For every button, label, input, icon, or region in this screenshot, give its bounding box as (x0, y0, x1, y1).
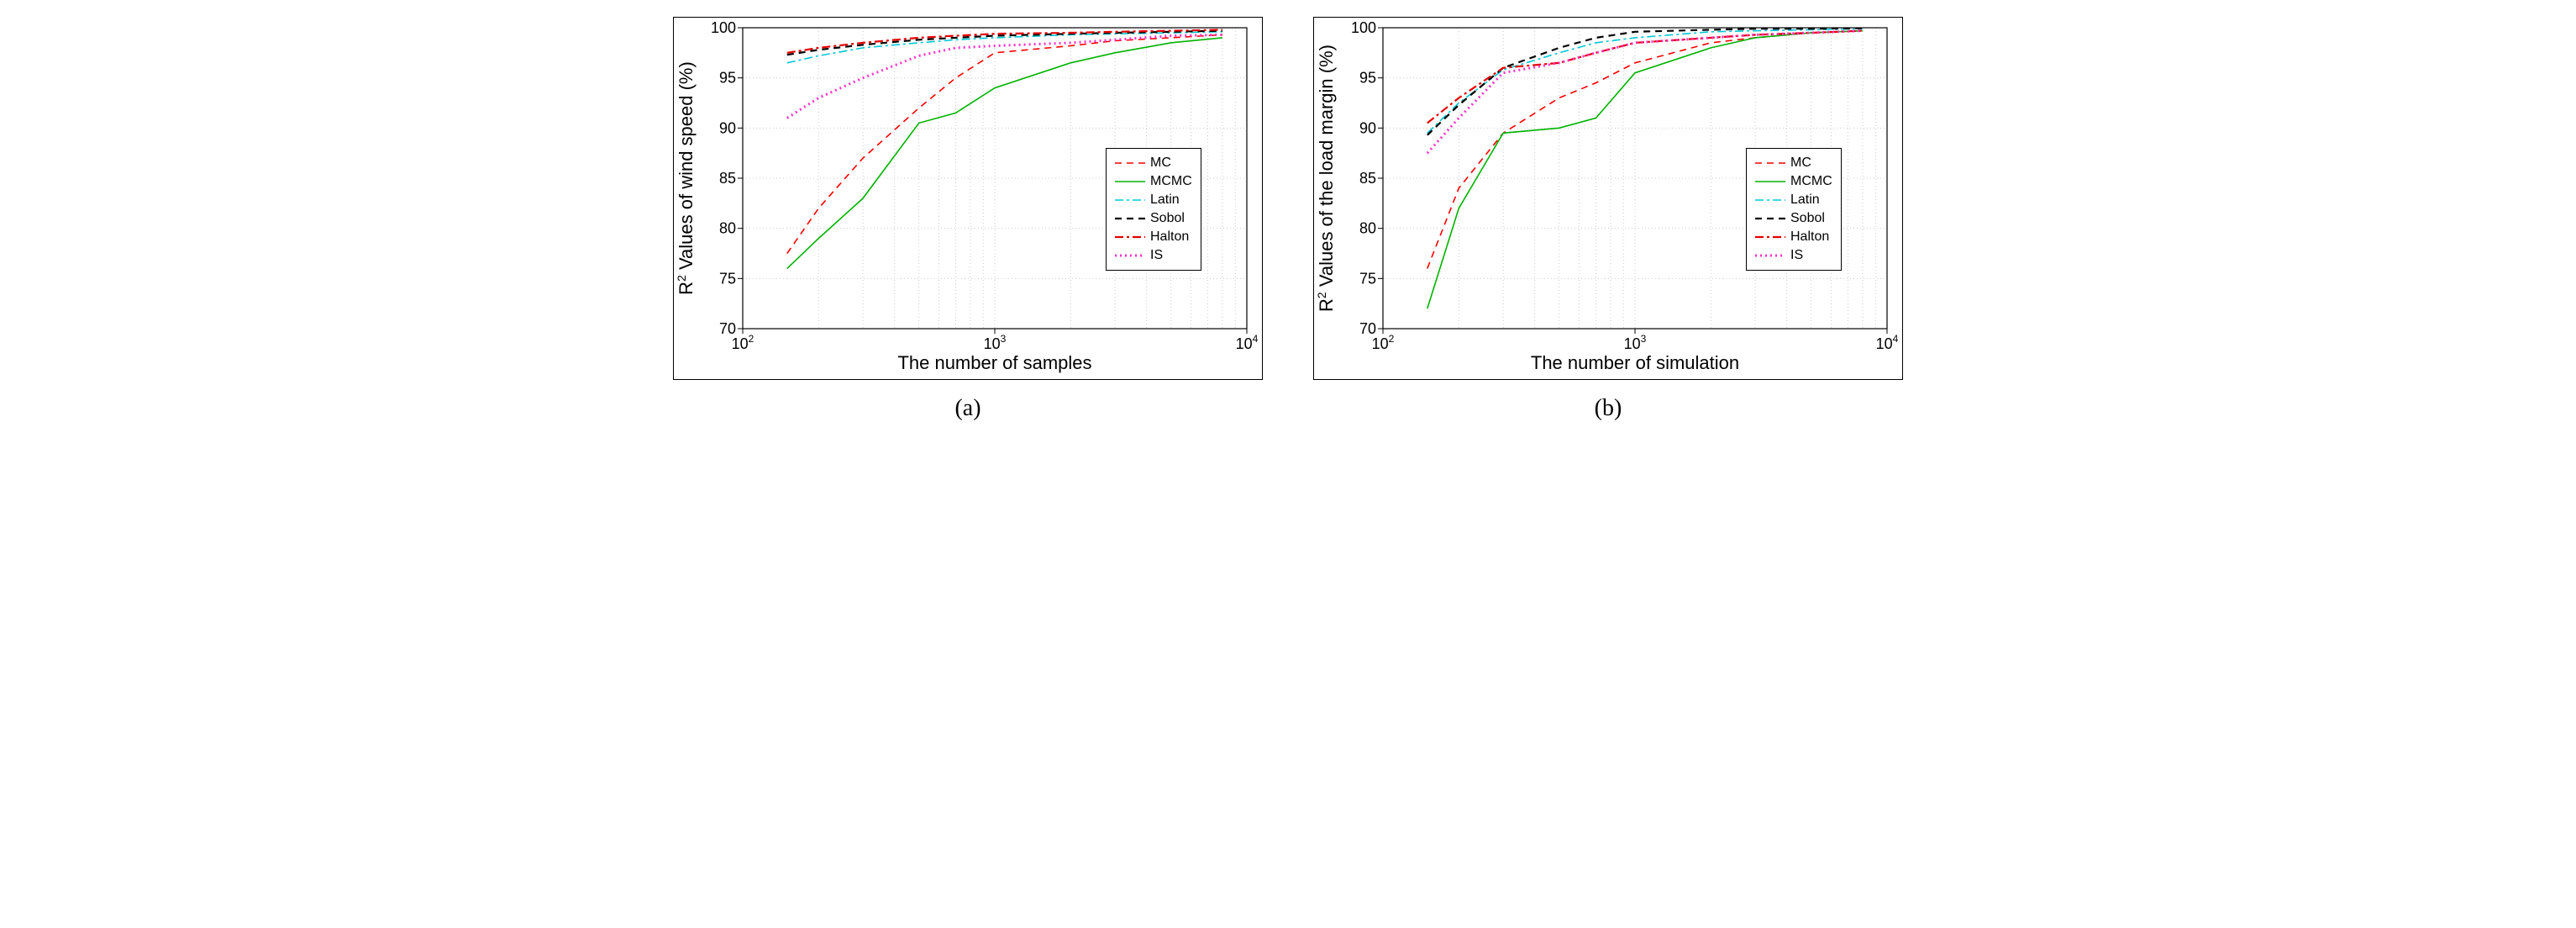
ytick-label: 75 (1359, 270, 1376, 287)
legend-label: Sobol (1150, 211, 1185, 226)
xtick-label: 102 (732, 333, 754, 352)
ytick-label: 80 (719, 220, 736, 237)
legend-item-is: IS (1755, 246, 1832, 265)
legend-item-sobol: Sobol (1115, 209, 1192, 228)
legend-item-halton: Halton (1755, 228, 1832, 246)
legend-item-latin: Latin (1115, 191, 1192, 209)
legend-item-halton: Halton (1115, 228, 1192, 246)
ytick-label: 90 (1359, 119, 1376, 136)
legend-label: Sobol (1790, 211, 1825, 226)
legend-label: Latin (1150, 192, 1180, 208)
panel-b: 70 75 80 85 90 95 100 102 103 104 The number of si… (1313, 17, 1903, 422)
xtick-label: 104 (1876, 333, 1899, 352)
ylabel: R2 Values of the load margin (%) (1315, 45, 1337, 312)
legend-item-sobol: Sobol (1755, 209, 1832, 228)
legend-label: Halton (1790, 229, 1829, 245)
legend-label: MC (1790, 156, 1811, 171)
ytick-label: 100 (1351, 19, 1376, 36)
legend: MCMCMCLatinSobolHaltonIS (1106, 148, 1201, 271)
series-latin (787, 32, 1222, 63)
legend-label: MCMC (1790, 174, 1832, 189)
series-sobol (1427, 29, 1863, 135)
ytick-label: 90 (719, 119, 736, 136)
legend-label: Latin (1790, 192, 1820, 208)
series-is (787, 34, 1222, 118)
ytick-label: 100 (711, 19, 736, 36)
chart-a-box: 70 75 80 85 90 95 100 102 103 104 The number of sa… (673, 17, 1263, 380)
xlabel: The number of simulation (1531, 352, 1739, 373)
chart-b-box: 70 75 80 85 90 95 100 102 103 104 The number of si… (1313, 17, 1903, 380)
series-latin (1427, 29, 1863, 133)
legend-item-latin: Latin (1755, 191, 1832, 209)
ylabel: R2 Values of wind speed (%) (675, 61, 697, 295)
xtick-label: 103 (984, 333, 1007, 352)
legend-label: MCMC (1150, 174, 1192, 189)
ytick-label: 95 (719, 70, 736, 87)
legend: MCMCMCLatinSobolHaltonIS (1746, 148, 1842, 271)
caption-b: (b) (1595, 395, 1622, 422)
legend-label: MC (1150, 156, 1171, 171)
legend-item-mc: MC (1755, 154, 1832, 172)
ytick-label: 85 (719, 170, 736, 187)
xtick-label: 104 (1236, 333, 1259, 352)
panel-a: 70 75 80 85 90 95 100 102 103 104 The number of sa… (673, 17, 1263, 422)
ytick-label: 95 (1359, 70, 1376, 87)
legend-item-mc: MC (1115, 154, 1192, 172)
ytick-label: 70 (719, 320, 736, 337)
legend-item-is: IS (1115, 246, 1192, 265)
legend-item-mcmc: MCMC (1115, 172, 1192, 191)
series-is (1427, 31, 1863, 154)
ytick-label: 80 (1359, 220, 1376, 237)
xtick-label: 102 (1372, 333, 1395, 352)
legend-label: IS (1150, 248, 1163, 263)
legend-label: Halton (1150, 229, 1189, 245)
ytick-label: 70 (1359, 320, 1376, 337)
xlabel: The number of samples (897, 352, 1091, 373)
legend-label: IS (1790, 248, 1803, 263)
caption-a: (a) (954, 395, 980, 422)
xtick-label: 103 (1624, 333, 1647, 352)
legend-item-mcmc: MCMC (1755, 172, 1832, 191)
ytick-label: 85 (1359, 170, 1376, 187)
ytick-label: 75 (719, 270, 736, 287)
